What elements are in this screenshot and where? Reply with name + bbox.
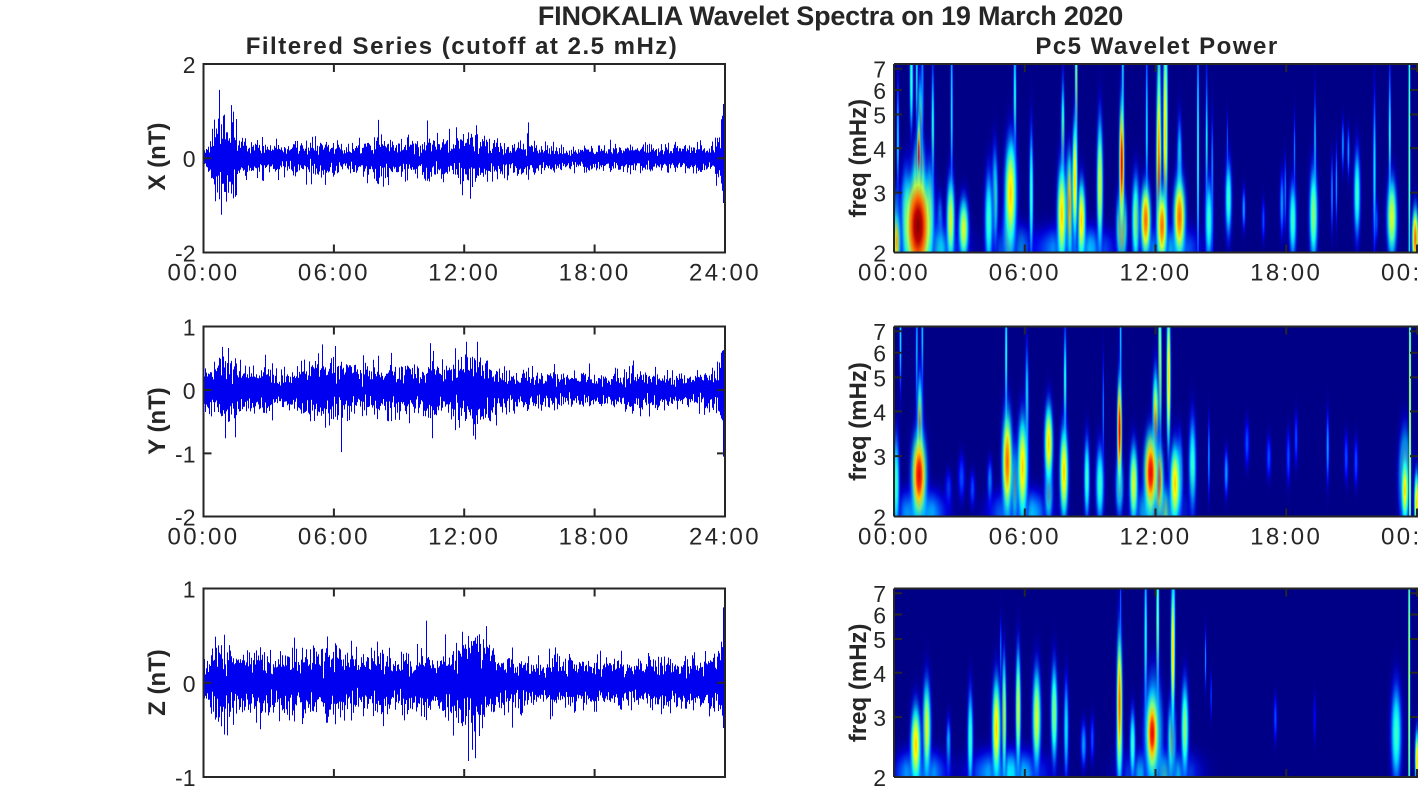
svg-text:5: 5 (873, 627, 886, 653)
svg-text:06:00: 06:00 (989, 524, 1061, 551)
svg-text:-1: -1 (175, 441, 195, 467)
svg-text:Z (nT): Z (nT) (144, 649, 171, 716)
svg-text:00:00: 00:00 (1381, 260, 1418, 287)
svg-text:00:00: 00:00 (167, 260, 239, 287)
svg-text:4: 4 (873, 661, 886, 687)
svg-text:0: 0 (183, 378, 196, 404)
svg-text:freq (mHz): freq (mHz) (845, 623, 872, 742)
svg-text:06:00: 06:00 (989, 260, 1061, 287)
svg-text:FINOKALIA Wavelet Spectra on 1: FINOKALIA Wavelet Spectra on 19 March 20… (538, 1, 1123, 31)
svg-text:6: 6 (873, 78, 886, 104)
svg-text:3: 3 (873, 444, 886, 470)
svg-text:7: 7 (873, 581, 886, 607)
svg-text:-2: -2 (175, 505, 195, 531)
svg-text:freq (mHz): freq (mHz) (845, 362, 872, 481)
svg-text:6: 6 (873, 603, 886, 629)
svg-text:-2: -2 (175, 241, 195, 267)
svg-text:18:00: 18:00 (559, 524, 631, 551)
svg-text:5: 5 (873, 103, 886, 129)
svg-text:1: 1 (183, 577, 196, 603)
svg-text:4: 4 (873, 399, 886, 425)
svg-text:-1: -1 (175, 765, 195, 788)
svg-text:00:00: 00:00 (858, 260, 930, 287)
svg-text:freq (mHz): freq (mHz) (845, 99, 872, 218)
svg-text:12:00: 12:00 (1119, 260, 1191, 287)
svg-text:12:00: 12:00 (428, 260, 500, 287)
svg-text:2: 2 (873, 505, 886, 531)
svg-text:00:00: 00:00 (1381, 524, 1418, 551)
svg-text:12:00: 12:00 (1119, 524, 1191, 551)
svg-text:18:00: 18:00 (1250, 524, 1322, 551)
svg-text:7: 7 (873, 319, 886, 345)
svg-text:0: 0 (183, 671, 196, 697)
svg-text:1: 1 (183, 315, 196, 341)
svg-text:3: 3 (873, 705, 886, 731)
svg-text:0: 0 (183, 146, 196, 172)
svg-text:Pc5 Wavelet Power: Pc5 Wavelet Power (1035, 33, 1278, 60)
svg-text:X (nT): X (nT) (144, 123, 171, 191)
svg-text:2: 2 (873, 765, 886, 788)
svg-text:5: 5 (873, 365, 886, 391)
svg-text:18:00: 18:00 (559, 260, 631, 287)
svg-text:06:00: 06:00 (298, 524, 370, 551)
svg-text:06:00: 06:00 (298, 260, 370, 287)
svg-text:2: 2 (183, 52, 196, 78)
svg-text:Y (nT): Y (nT) (144, 387, 171, 455)
svg-text:Filtered Series (cutoff at 2.5: Filtered Series (cutoff at 2.5 mHz) (246, 33, 679, 60)
svg-text:6: 6 (873, 341, 886, 367)
svg-text:4: 4 (873, 136, 886, 162)
svg-text:24:00: 24:00 (689, 260, 761, 287)
svg-text:7: 7 (873, 57, 886, 83)
svg-text:12:00: 12:00 (428, 524, 500, 551)
svg-text:24:00: 24:00 (689, 524, 761, 551)
svg-text:3: 3 (873, 181, 886, 207)
svg-text:00:00: 00:00 (167, 524, 239, 551)
svg-text:2: 2 (873, 241, 886, 267)
svg-text:00:00: 00:00 (858, 524, 930, 551)
svg-text:18:00: 18:00 (1250, 260, 1322, 287)
